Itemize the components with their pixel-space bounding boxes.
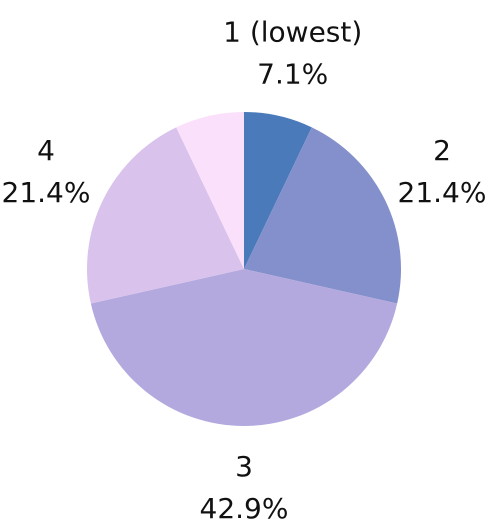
slice-label: 2 [433,134,451,167]
slice-label: 3 [235,450,253,483]
pie-slice [244,127,401,304]
slice-value-label: 21.4% [2,176,91,209]
pie-slice [176,112,244,269]
slice-label: 4 [37,134,55,167]
pie-slice [244,112,312,269]
slice-value-label: 42.9% [200,492,289,525]
slice-value-label: 21.4% [398,176,485,209]
slice-label: 1 (lowest) [223,15,362,48]
pie-slice [90,269,398,427]
pie-slice [87,127,245,304]
slice-value-label: 7.1% [257,57,328,90]
